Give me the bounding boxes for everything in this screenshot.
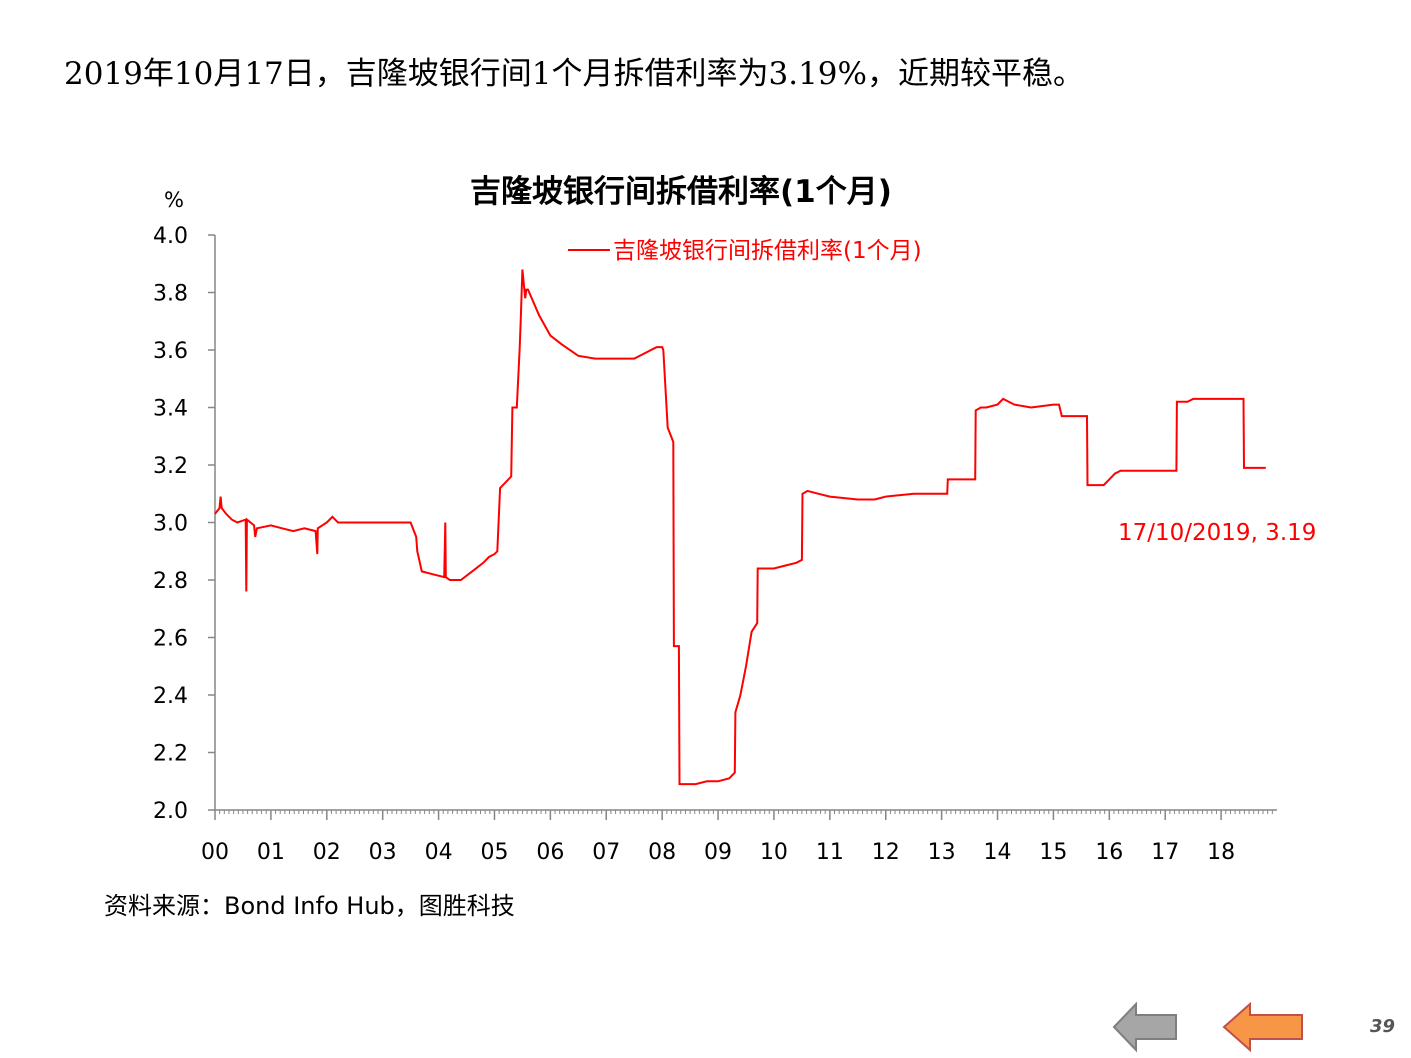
source-note: 资料来源：Bond Info Hub，图胜科技 xyxy=(104,892,515,920)
x-tick-label: 17 xyxy=(1151,840,1179,865)
x-tick-label: 13 xyxy=(928,840,956,865)
back-arrow-button[interactable] xyxy=(1112,1001,1182,1058)
y-tick-label: 4.0 xyxy=(153,224,188,249)
page-number: 39 xyxy=(1370,1016,1396,1037)
x-tick-label: 09 xyxy=(704,840,732,865)
chart-title: 吉隆坡银行间拆借利率(1个月) xyxy=(470,174,892,210)
arrow-left-icon xyxy=(1112,1001,1177,1053)
arrow-left-icon xyxy=(1222,1001,1303,1053)
y-tick-label: 2.0 xyxy=(153,799,188,824)
y-tick-label: 3.2 xyxy=(153,454,188,479)
x-tick-label: 10 xyxy=(760,840,788,865)
series-line xyxy=(214,269,1266,786)
x-tick-label: 14 xyxy=(984,840,1012,865)
headline: 2019年10月17日，吉隆坡银行间1个月拆借利率为3.19%，近期较平稳。 xyxy=(64,56,1084,92)
y-tick-label: 3.6 xyxy=(153,339,188,364)
y-tick-label: 2.2 xyxy=(153,742,188,767)
x-tick-label: 02 xyxy=(313,840,341,865)
x-tick-label: 00 xyxy=(201,840,229,865)
y-tick-label: 3.4 xyxy=(153,397,188,422)
x-tick-label: 11 xyxy=(816,840,844,865)
data-label-latest: 17/10/2019, 3.19 xyxy=(1118,520,1316,546)
x-tick-label: 15 xyxy=(1039,840,1067,865)
x-tick-label: 04 xyxy=(425,840,453,865)
x-tick-label: 03 xyxy=(369,840,397,865)
x-tick-label: 08 xyxy=(648,840,676,865)
x-tick-label: 07 xyxy=(592,840,620,865)
legend-label: 吉隆坡银行间拆借利率(1个月) xyxy=(613,238,922,264)
x-tick-label: 18 xyxy=(1207,840,1235,865)
y-tick-label: 3.8 xyxy=(153,282,188,307)
x-tick-label: 06 xyxy=(536,840,564,865)
y-axis-unit-label: % xyxy=(164,188,184,212)
y-tick-label: 2.6 xyxy=(153,627,188,652)
next-arrow-button[interactable] xyxy=(1222,1001,1308,1058)
x-tick-label: 16 xyxy=(1095,840,1123,865)
x-tick-label: 01 xyxy=(257,840,285,865)
y-tick-label: 3.0 xyxy=(153,512,188,537)
y-tick-label: 2.8 xyxy=(153,569,188,594)
x-tick-label: 05 xyxy=(480,840,508,865)
y-tick-label: 2.4 xyxy=(153,684,188,709)
x-tick-label: 12 xyxy=(872,840,900,865)
